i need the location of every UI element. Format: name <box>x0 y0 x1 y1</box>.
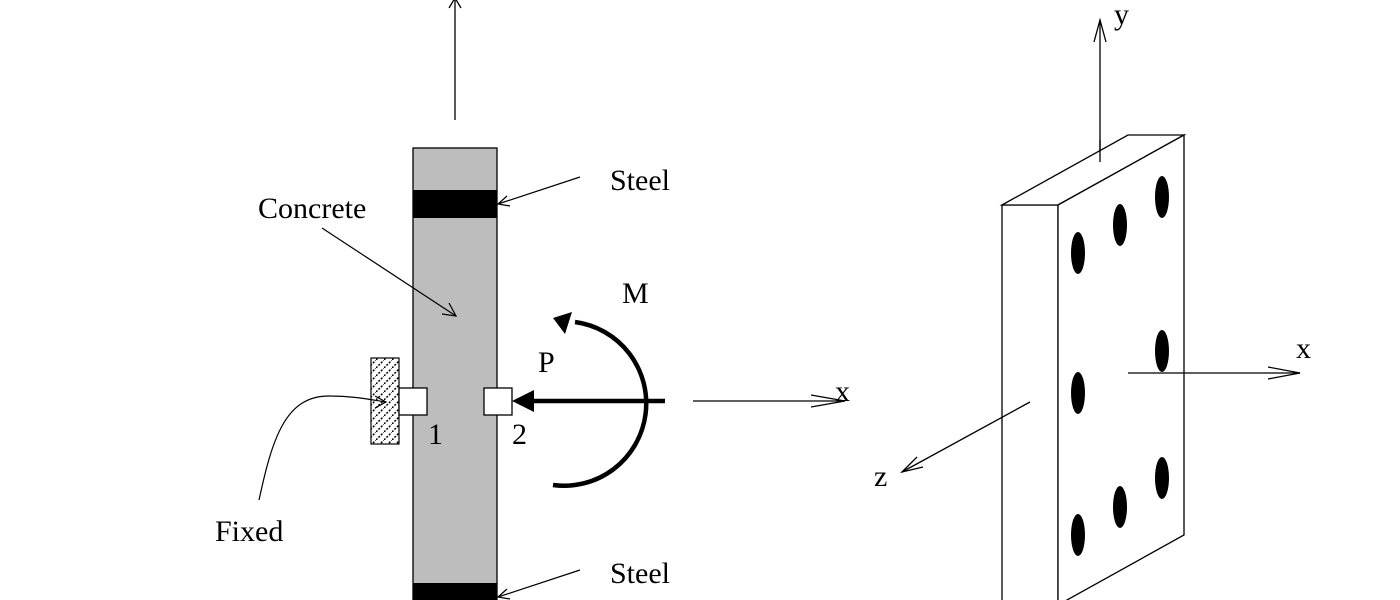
x-axis-right-label: x <box>1296 332 1311 365</box>
y-axis-arrowhead <box>1093 17 1107 43</box>
x-axis-left-arrowhead <box>810 394 846 408</box>
steel-fiber <box>1155 176 1169 218</box>
steel-fiber <box>1071 514 1085 556</box>
concrete-leader-line <box>321 227 457 317</box>
node-2-label: 2 <box>512 418 527 451</box>
steel-top-leader-line <box>497 176 581 205</box>
fixed-leader-arrowhead <box>374 395 388 409</box>
node-2-box <box>483 387 513 416</box>
z-axis-line <box>901 401 1031 473</box>
steel-bottom-leader-arrowhead <box>496 588 511 600</box>
z-axis-arrowhead <box>899 456 924 474</box>
node-1-box <box>398 387 428 416</box>
steel-bottom-leader-line <box>497 569 581 598</box>
steel-top-label: Steel <box>610 164 670 197</box>
steel-bottom-label: Steel <box>610 557 670 590</box>
fixed-label: Fixed <box>215 515 283 548</box>
node-1-label: 1 <box>428 418 443 451</box>
steel-layer-top <box>413 190 497 218</box>
steel-fiber <box>1155 330 1169 372</box>
steel-fiber <box>1155 457 1169 499</box>
moment-label: M <box>622 277 649 310</box>
concrete-leader-arrowhead <box>441 302 458 317</box>
force-p-arrowhead <box>512 390 534 412</box>
force-p-label: P <box>538 346 555 379</box>
vertical-axis-arrowhead <box>448 0 462 9</box>
fixed-leader-curve <box>258 395 387 501</box>
slab-side-face <box>1057 133 1185 600</box>
steel-fiber <box>1071 372 1085 414</box>
steel-top-leader-arrowhead <box>496 195 511 207</box>
steel-fiber <box>1071 232 1085 274</box>
concrete-section <box>412 147 498 600</box>
x-axis-left-label: x <box>835 375 850 408</box>
steel-fiber <box>1113 486 1127 528</box>
steel-layer-bottom <box>413 583 497 600</box>
y-axis-label: y <box>1114 0 1129 31</box>
concrete-label: Concrete <box>258 192 366 225</box>
moment-arrowhead <box>553 312 572 334</box>
steel-fiber <box>1113 204 1127 246</box>
x-axis-right-arrowhead <box>1267 366 1301 380</box>
moment-arc <box>552 319 649 488</box>
z-axis-label: z <box>874 460 887 493</box>
